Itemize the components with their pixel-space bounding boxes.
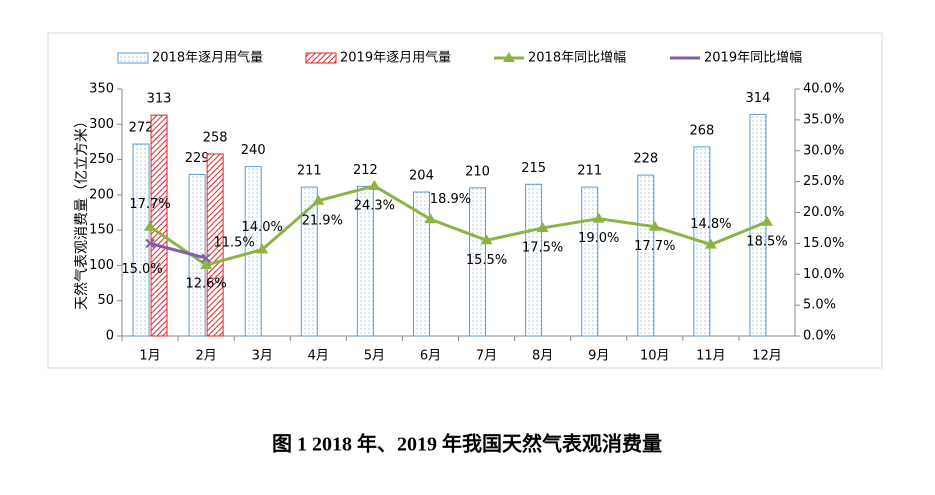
legend-label: 2019年逐月用气量 (340, 50, 451, 66)
bar (525, 183, 543, 337)
x-tick-label: 10月 (640, 349, 670, 364)
point-value-label: 14.0% (242, 220, 283, 235)
legend-swatch (117, 52, 149, 64)
marker (424, 213, 437, 224)
marker (201, 253, 211, 263)
y2-tick-label: 0.0% (803, 329, 836, 344)
bar (637, 174, 655, 337)
legend-label: 2018年逐月用气量 (152, 50, 263, 66)
x-tick-label: 9月 (588, 349, 609, 364)
point-value-label: 17.7% (129, 197, 170, 212)
point-value-label: 17.5% (522, 240, 563, 255)
bar (412, 191, 430, 337)
x-tick-label: 6月 (420, 349, 441, 364)
bar (581, 186, 599, 337)
x-tick-label: 5月 (364, 349, 385, 364)
point-value-label: 19.0% (578, 231, 619, 246)
y-tick-label: 300 (89, 117, 114, 132)
y2-tick-label: 15.0% (803, 236, 844, 251)
bar-value-label: 268 (689, 123, 714, 138)
line (149, 241, 207, 260)
bar-value-label: 229 (185, 151, 210, 166)
y-tick-label: 250 (89, 152, 114, 167)
y2-tick-label: 35.0% (803, 112, 844, 127)
marker (760, 215, 773, 226)
bar (150, 114, 168, 337)
y-tick-label: 150 (89, 223, 114, 238)
marker (256, 243, 269, 254)
point-value-label: 15.0% (121, 262, 162, 277)
point-value-label: 18.9% (430, 192, 471, 207)
marker (144, 220, 157, 231)
bar-value-label: 210 (465, 164, 490, 179)
x-tick-label: 7月 (476, 349, 497, 364)
y2-tick-label: 20.0% (803, 205, 844, 220)
x-tick-label: 12月 (752, 349, 782, 364)
x-tick-label: 1月 (139, 349, 160, 364)
y-tick-label: 100 (89, 258, 114, 273)
legend-swatch (305, 52, 337, 64)
x-tick-label: 3月 (252, 349, 273, 364)
y-tick-label: 50 (97, 293, 114, 308)
marker (592, 212, 605, 223)
bar (300, 186, 318, 337)
marker (312, 194, 325, 205)
legend-label: 2018年同比增幅 (528, 51, 626, 66)
marker (368, 179, 381, 190)
y-tick-label: 200 (89, 187, 114, 202)
bar (469, 187, 487, 337)
x-tick-label: 2月 (195, 349, 216, 364)
point-value-label: 18.5% (746, 234, 787, 249)
chart-frame (47, 32, 883, 369)
legend-label: 2019年同比增幅 (704, 51, 802, 66)
y2-tick-label: 40.0% (803, 82, 844, 97)
bar-value-label: 228 (633, 152, 658, 167)
x-tick-label: 4月 (308, 349, 329, 364)
y2-tick-label: 5.0% (803, 298, 836, 313)
y-tick-label: 0 (106, 329, 114, 344)
caption: 图 1 2018 年、2019 年我国天然气表观消费量 (272, 432, 662, 456)
legend-marker (503, 52, 515, 62)
marker (480, 234, 493, 245)
y2-tick-label: 10.0% (803, 267, 844, 282)
bar (206, 153, 224, 337)
bar-value-label: 215 (521, 161, 546, 176)
marker (200, 258, 213, 269)
bar-value-label: 212 (353, 163, 378, 178)
bar (132, 143, 150, 337)
bar (356, 185, 374, 337)
bar-value-label: 272 (129, 121, 154, 136)
point-value-label: 12.6% (185, 277, 226, 292)
x-tick-label: 11月 (696, 349, 726, 364)
bar-value-label: 313 (147, 92, 172, 107)
y2-tick-label: 30.0% (803, 143, 844, 158)
x-tick-label: 8月 (532, 349, 553, 364)
bar-value-label: 240 (241, 143, 266, 158)
bar-value-label: 211 (577, 164, 602, 179)
marker (648, 220, 661, 231)
point-value-label: 11.5% (213, 235, 254, 250)
y-axis-label: 天然气表观消费量（亿立方米） (73, 114, 90, 310)
point-value-label: 15.5% (466, 253, 507, 268)
y-tick-label: 350 (89, 82, 114, 97)
bar-value-label: 314 (746, 91, 771, 106)
marker (704, 238, 717, 249)
point-value-label: 21.9% (302, 213, 343, 228)
marker (536, 221, 549, 232)
point-value-label: 24.3% (354, 198, 395, 213)
point-value-label: 14.8% (690, 217, 731, 232)
bar-value-label: 211 (297, 164, 322, 179)
line (149, 184, 768, 267)
point-value-label: 17.7% (634, 239, 675, 254)
marker (145, 238, 155, 249)
y2-tick-label: 25.0% (803, 174, 844, 189)
bar-value-label: 258 (203, 130, 228, 145)
bar-value-label: 204 (409, 169, 434, 184)
